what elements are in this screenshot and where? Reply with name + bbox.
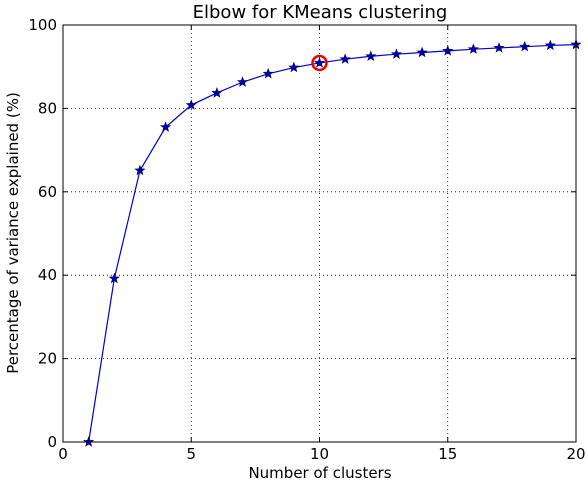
axis-ticks (62, 24, 577, 443)
y-tick-label-100: 100 (28, 16, 57, 34)
y-tick-label-40: 40 (38, 266, 57, 284)
series-layer (88, 44, 577, 443)
data-point-11 (339, 53, 351, 64)
y-tick-label-0: 0 (47, 433, 57, 451)
data-point-3 (134, 164, 146, 176)
data-point-15 (442, 44, 454, 56)
highlight-layer (311, 54, 328, 72)
data-point-14 (416, 46, 428, 58)
data-point-13 (390, 48, 403, 59)
grid-lines (63, 25, 576, 442)
tick-labels: 0 5 10 15 20 0 20 40 60 80 100 (28, 16, 585, 463)
data-point-6 (211, 87, 223, 98)
data-point-2 (108, 272, 120, 284)
x-tick-label-20: 20 (566, 445, 585, 463)
data-point-17 (493, 42, 505, 53)
x-axis-label: Number of clusters (248, 464, 391, 482)
x-tick-label-15: 15 (438, 445, 457, 463)
series-line-0 (88, 44, 577, 443)
elbow-highlight-circle (311, 54, 328, 72)
data-point-5 (185, 99, 197, 110)
y-tick-label-80: 80 (38, 99, 57, 117)
data-point-9 (288, 61, 300, 73)
x-tick-label-10: 10 (310, 445, 329, 463)
x-tick-label-0: 0 (58, 445, 68, 463)
data-point-18 (519, 40, 531, 52)
data-point-16 (467, 43, 479, 54)
data-point-8 (262, 67, 274, 79)
y-tick-label-60: 60 (38, 183, 57, 201)
chart-title: Elbow for KMeans clustering (193, 2, 448, 23)
data-point-7 (236, 76, 249, 87)
y-tick-label-20: 20 (38, 350, 57, 368)
data-point-19 (544, 39, 556, 51)
data-point-4 (160, 121, 172, 132)
data-point-10 (313, 57, 326, 68)
y-axis-label: Percentage of variance explained (%) (4, 92, 22, 374)
data-point-12 (365, 50, 377, 62)
x-tick-label-5: 5 (186, 445, 196, 463)
